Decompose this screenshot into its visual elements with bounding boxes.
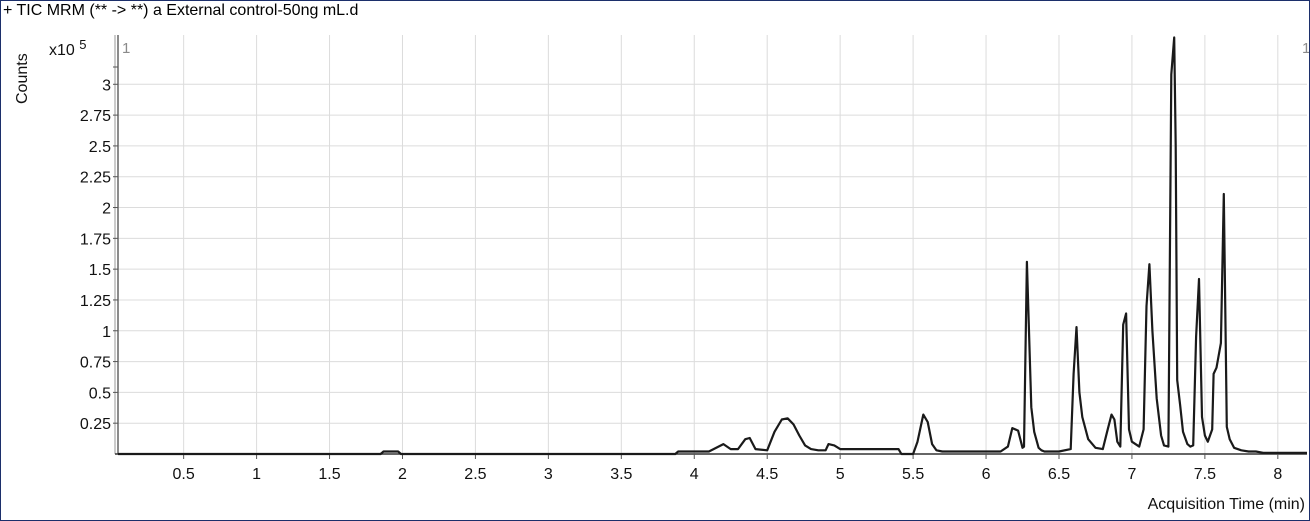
x-axis-label: Acquisition Time (min) xyxy=(1148,496,1305,513)
x-tick-label: 7 xyxy=(1127,466,1136,483)
x-tick-label: 3.5 xyxy=(610,466,632,483)
x-tick-label: 1.5 xyxy=(318,466,340,483)
y-tick-label: 2.5 xyxy=(89,139,111,156)
x-tick-label: 6 xyxy=(982,466,991,483)
x-tick-label: 5.5 xyxy=(902,466,924,483)
y-tick-label: 2 xyxy=(102,201,111,218)
x-tick-label: 4.5 xyxy=(756,466,778,483)
y-tick-label: 1.75 xyxy=(80,231,111,248)
grid-layer xyxy=(118,35,1307,454)
x-tick-label: 6.5 xyxy=(1048,466,1070,483)
y-tick-label: 0.75 xyxy=(80,355,111,372)
y-tick-label: 0.5 xyxy=(89,385,111,402)
chart-title: + TIC MRM (** -> **) a External control-… xyxy=(3,2,359,19)
y-multiplier-label: x10 5 xyxy=(49,37,86,59)
x-tick-label: 4 xyxy=(690,466,699,483)
y-axis-label: Counts xyxy=(14,53,31,104)
y-tick-label: 1 xyxy=(102,324,111,341)
x-tick-label: 0.5 xyxy=(173,466,195,483)
y-tick-label: 0.25 xyxy=(80,416,111,433)
x-tick-label: 5 xyxy=(836,466,845,483)
ticks-layer: 0.5 1 1.5 2 2.5 3 3.5 4 4.5 5 5.5 6 6.5 7 7.5 8 0.25 0.5 0… xyxy=(80,66,1282,483)
y-tick-label: 2.75 xyxy=(80,108,111,125)
y-tick-label: 1.5 xyxy=(89,262,111,279)
y-tick-label: 2.25 xyxy=(80,170,111,187)
y-tick-label: 1.25 xyxy=(80,293,111,310)
series-trace xyxy=(118,36,1307,456)
x-tick-label: 2.5 xyxy=(464,466,486,483)
y-tick-label: 3 xyxy=(102,77,111,94)
series-layer xyxy=(118,36,1307,456)
x-tick-label: 3 xyxy=(544,466,553,483)
x-tick-label: 8 xyxy=(1273,466,1282,483)
corner-marker-right: 1 xyxy=(1302,40,1309,57)
x-tick-label: 7.5 xyxy=(1194,466,1216,483)
corner-marker-left: 1 xyxy=(122,40,130,57)
x-tick-label: 1 xyxy=(252,466,261,483)
x-tick-label: 2 xyxy=(398,466,407,483)
